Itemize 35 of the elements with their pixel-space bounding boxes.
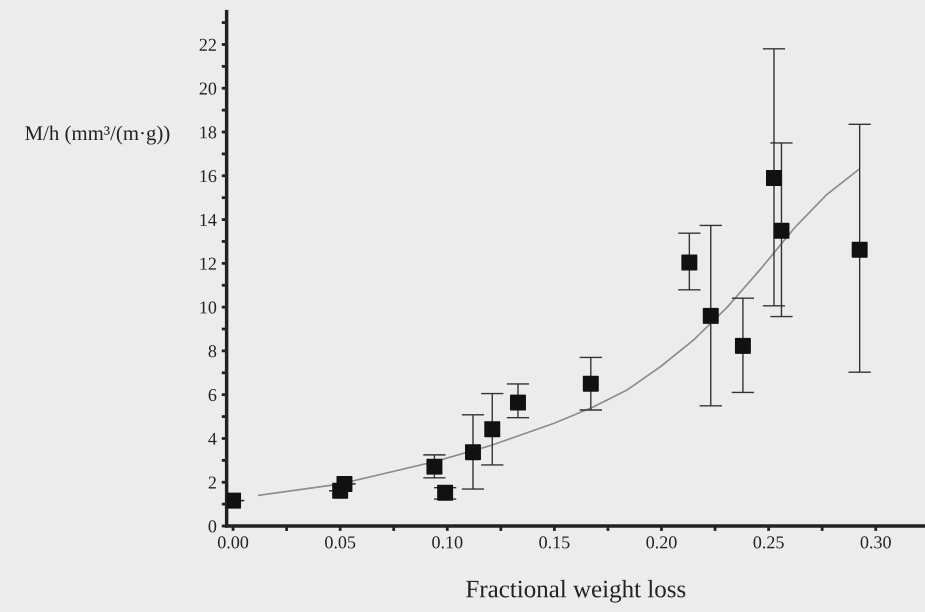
point	[336, 476, 352, 492]
y-tick-label: 4	[208, 432, 217, 445]
point	[426, 458, 442, 475]
x-tick-label: 0.25	[754, 536, 784, 549]
y-tick-label: 14	[200, 214, 217, 226]
y-tick-label: 12	[200, 258, 216, 270]
point	[484, 421, 500, 438]
y-tick-label: 22	[200, 38, 216, 51]
x-tick-label: 0.30	[860, 536, 891, 549]
point	[681, 254, 698, 270]
y-tick-label: 16	[200, 170, 216, 182]
y-tick-label: 20	[200, 82, 216, 95]
x-axis-title: Fractional weight loss	[466, 580, 686, 603]
point	[582, 376, 599, 392]
point	[226, 492, 242, 509]
x-tick-label: 0.15	[539, 536, 570, 549]
x-tick-label: 0.20	[646, 536, 677, 549]
y-tick-label: 18	[200, 126, 216, 138]
x-tick-label: 0.05	[325, 536, 356, 549]
y-axis-title: M/h (mm³/(m·g))	[25, 126, 170, 145]
y-tick-label: 2	[208, 476, 216, 488]
y-tick-label: 6	[208, 388, 216, 402]
y-tick-label: 0	[208, 520, 216, 532]
point	[465, 444, 481, 460]
point	[437, 484, 454, 501]
point	[766, 170, 782, 186]
point	[510, 394, 526, 411]
point	[852, 242, 868, 258]
x-tick-label: 0.10	[432, 536, 462, 549]
point	[773, 222, 790, 239]
y-tick-label: 8	[208, 345, 216, 358]
point	[734, 338, 751, 354]
y-tick-label: 10	[200, 301, 216, 314]
x-tick-label: 0.00	[218, 536, 248, 549]
point	[702, 308, 719, 324]
